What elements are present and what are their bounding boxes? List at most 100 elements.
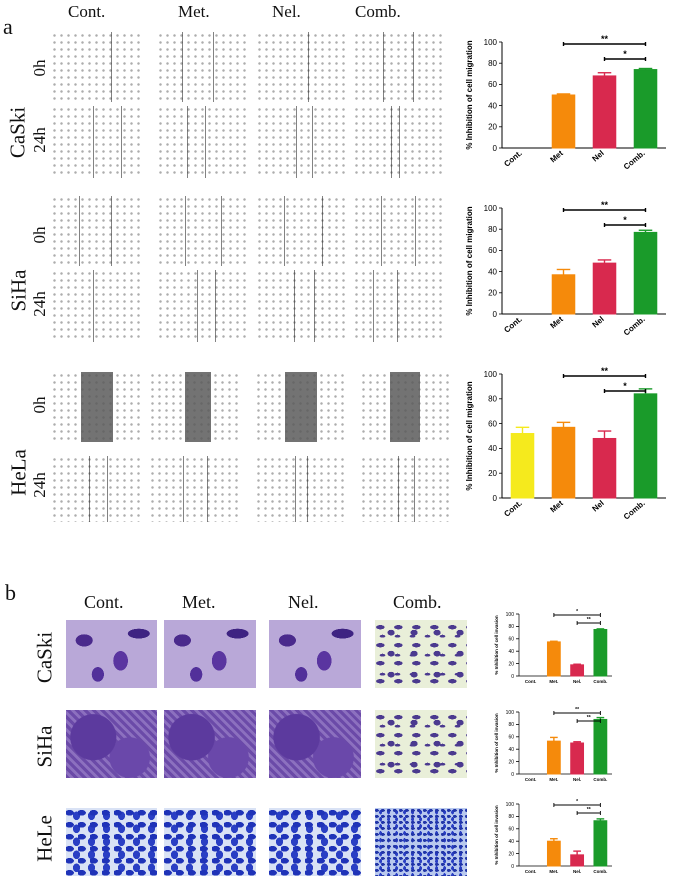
y-tick-label: 80 <box>508 814 514 820</box>
significance-label: ** <box>575 707 579 713</box>
y-tick-label: 0 <box>493 310 498 319</box>
micrograph-siha-comb-0h <box>353 196 445 266</box>
micrograph-siha-met-24h <box>157 270 249 342</box>
bar <box>633 69 658 149</box>
micrograph-hela-met-24h <box>149 456 241 522</box>
x-tick-label: Met. <box>549 679 558 684</box>
x-tick-label: Met. <box>549 869 558 874</box>
bar <box>551 94 576 149</box>
micrograph-hela-cont-24h <box>51 456 143 522</box>
y-tick-label: 20 <box>488 469 497 478</box>
y-tick-label: 80 <box>508 624 514 630</box>
y-tick-label: 60 <box>488 246 497 255</box>
bar <box>592 75 617 149</box>
panel-letter-b: b <box>5 580 16 605</box>
x-tick-label: Met <box>548 314 565 330</box>
micrograph-caski-comb-24h <box>353 106 445 178</box>
x-tick-label: Nel. <box>573 777 581 782</box>
column-header-comb: Comb. <box>355 2 401 21</box>
significance-label: * <box>623 381 627 391</box>
column-header-cont: Cont. <box>68 2 106 21</box>
bar <box>593 718 608 775</box>
row-label-caski: CaSki <box>5 106 30 159</box>
row-label-siha: SiHa <box>6 269 31 312</box>
bar-chart-caski-invasion: 0 20 40 60 80 100 % Inhibition of cell invasio… <box>494 609 612 684</box>
micrograph-hela-nel-24h <box>255 456 347 522</box>
y-tick-label: 20 <box>508 759 514 765</box>
bar <box>546 740 561 775</box>
bar-chart-caski-migration: 0 20 40 60 80 100 % Inhibition of cell migrati… <box>465 34 666 172</box>
micrograph-caski-comb-0h <box>353 32 445 102</box>
y-tick-label: 40 <box>508 839 514 845</box>
x-tick-label: Comb. <box>593 869 607 874</box>
bar <box>570 742 585 775</box>
time-label-siha-24h: 24h <box>30 291 49 317</box>
column-header-b-met: Met. <box>182 592 216 612</box>
y-tick-label: 40 <box>488 444 497 453</box>
bar <box>592 262 617 315</box>
micrograph-b-hele-comb <box>375 808 467 876</box>
micrograph-b-caski-nel <box>269 620 361 688</box>
significance-label: * <box>576 609 578 615</box>
y-tick-label: 0 <box>511 864 514 870</box>
bar <box>633 393 658 499</box>
micrograph-hela-comb-0h <box>360 372 452 442</box>
micrograph-b-siha-cont <box>66 710 157 778</box>
time-label-caski-0h: 0h <box>30 59 49 77</box>
micrograph-b-caski-met <box>164 620 256 688</box>
micrograph-siha-cont-0h <box>51 196 143 266</box>
x-tick-label: Cont. <box>502 149 523 169</box>
time-label-caski-24h: 24h <box>30 127 49 153</box>
x-tick-label: Nel. <box>573 679 581 684</box>
x-tick-label: Comb. <box>593 679 607 684</box>
row-label-b-caski: CaSki <box>32 631 57 684</box>
significance-label: ** <box>587 715 591 721</box>
y-axis-label: % Inhibition of cell migration <box>465 40 474 149</box>
bar <box>510 433 535 499</box>
micrograph-hela-nel-0h <box>255 372 347 442</box>
micrograph-siha-nel-0h <box>256 196 348 266</box>
x-tick-label: Cont. <box>525 777 537 782</box>
y-tick-label: 100 <box>506 710 515 716</box>
y-tick-label: 80 <box>488 225 497 234</box>
y-tick-label: 40 <box>508 649 514 655</box>
significance-label: ** <box>601 366 609 376</box>
y-tick-label: 100 <box>484 204 498 213</box>
significance-label: ** <box>587 807 591 813</box>
time-label-hela-24h: 24h <box>30 472 49 498</box>
y-axis-label: % Inhibition of cell migration <box>465 381 474 490</box>
x-tick-label: Nel <box>590 315 605 330</box>
x-tick-label: Met <box>548 148 565 164</box>
y-tick-label: 100 <box>506 612 515 618</box>
y-tick-label: 0 <box>511 674 514 680</box>
x-tick-label: Comb. <box>622 315 647 338</box>
micrograph-caski-nel-0h <box>256 32 348 102</box>
column-header-met: Met. <box>178 2 210 21</box>
y-axis-label: % Inhibition of cell invasion <box>494 615 499 675</box>
panel-letter-a: a <box>3 14 13 39</box>
y-tick-label: 20 <box>508 661 514 667</box>
micrograph-siha-met-0h <box>157 196 249 266</box>
micrograph-b-hele-nel <box>269 808 361 876</box>
row-label-b-hele: HeLe <box>32 815 57 862</box>
x-tick-label: Cont. <box>525 679 537 684</box>
y-tick-label: 60 <box>488 80 497 89</box>
y-axis-label: % Inhibition of cell invasion <box>494 805 499 865</box>
y-tick-label: 100 <box>484 38 498 47</box>
micrograph-caski-met-0h <box>157 32 249 102</box>
y-tick-label: 0 <box>493 144 498 153</box>
micrograph-siha-nel-24h <box>256 270 348 342</box>
bar <box>546 641 561 677</box>
micrograph-caski-nel-24h <box>256 106 348 178</box>
y-tick-label: 20 <box>488 289 497 298</box>
x-tick-label: Nel <box>590 149 605 164</box>
micrograph-siha-cont-24h <box>51 270 143 342</box>
row-label-hela: HeLa <box>6 449 31 496</box>
micrograph-caski-cont-24h <box>51 106 143 178</box>
y-tick-label: 20 <box>488 123 497 132</box>
x-tick-label: Cont. <box>502 315 523 335</box>
significance-label: ** <box>587 617 591 623</box>
significance-label: * <box>623 215 627 225</box>
micrograph-hela-comb-24h <box>360 456 452 522</box>
bar-chart-hele-invasion: 0 20 40 60 80 100 % Inhibition of cell invasio… <box>494 799 612 874</box>
